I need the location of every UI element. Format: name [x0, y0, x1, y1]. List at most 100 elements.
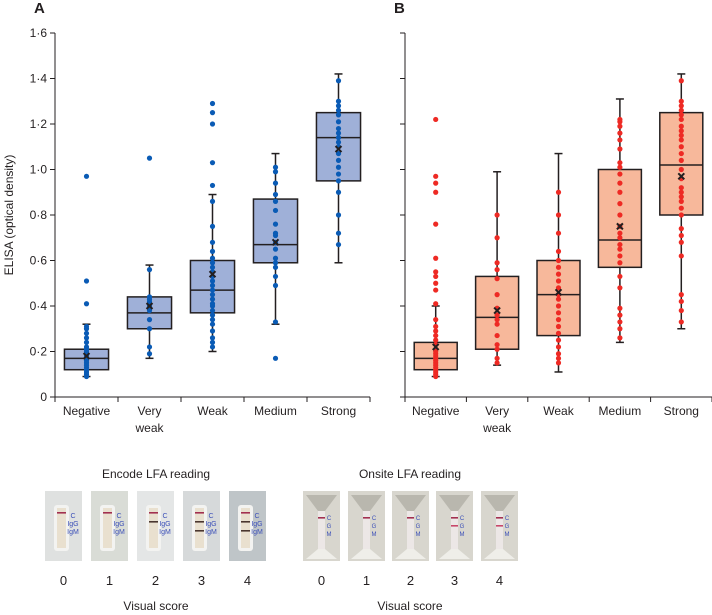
data-point	[617, 241, 623, 248]
lfa-title-a: Encode LFA reading	[102, 467, 210, 481]
data-point	[209, 248, 216, 254]
panel-a-plot: 0 0·2 0·4 0·6 0·8 1·0 1·2 1·4 1·6 Negative Very wea…	[30, 26, 371, 435]
data-point	[335, 130, 342, 136]
data-point	[555, 212, 562, 218]
strip-label: C	[327, 516, 332, 522]
x-tick-label: Weak	[197, 404, 228, 418]
data-point	[83, 278, 90, 284]
data-point	[209, 321, 216, 327]
data-point	[272, 198, 279, 204]
data-point	[555, 271, 562, 277]
box-weak	[536, 152, 581, 373]
window-bevel	[395, 549, 426, 559]
data-point	[433, 180, 439, 186]
strip-label: IgG	[67, 521, 78, 528]
data-point	[335, 112, 342, 118]
data-point	[494, 332, 500, 339]
window-bevel	[439, 549, 470, 559]
strip-label: C	[505, 516, 510, 522]
data-point	[678, 226, 684, 232]
y-tick-label: 0·2	[30, 345, 48, 359]
data-point	[555, 230, 562, 236]
test-line	[407, 517, 414, 519]
strip-label: C	[254, 513, 259, 520]
data-point	[209, 282, 216, 289]
visual-score-tick: 4	[496, 573, 503, 588]
data-point	[555, 323, 562, 330]
data-point	[146, 344, 153, 350]
box-medium	[252, 152, 299, 361]
data-point	[494, 267, 500, 273]
data-point	[209, 198, 216, 204]
strip-label: IgM	[205, 529, 217, 536]
data-point	[494, 235, 500, 241]
data-point	[494, 317, 500, 323]
strip-label: C	[162, 513, 167, 520]
x-tick-label: Strong	[664, 404, 699, 418]
data-point	[209, 328, 216, 334]
mean-marker	[431, 343, 440, 351]
test-line	[103, 512, 112, 514]
test-window	[407, 511, 414, 549]
strip-label: C	[116, 513, 121, 520]
y-tick-label: 1·2	[30, 117, 48, 131]
data-point	[617, 246, 623, 252]
data-point	[617, 335, 623, 341]
data-point	[335, 230, 342, 236]
data-point	[209, 317, 216, 323]
data-point	[555, 337, 562, 343]
window-bevel	[484, 549, 515, 559]
data-point	[209, 307, 216, 314]
strip-label: M	[372, 532, 377, 538]
data-point	[83, 330, 90, 336]
data-point	[617, 319, 623, 325]
data-point	[272, 255, 279, 261]
data-point	[678, 319, 684, 325]
data-point	[494, 355, 500, 361]
strip-label: IgM	[67, 529, 79, 536]
strip-label: IgM	[113, 529, 125, 536]
x-tick-label: weak	[134, 421, 164, 435]
data-point	[678, 103, 684, 109]
mean-marker	[208, 270, 217, 278]
x-tick-label: Very	[485, 404, 509, 418]
data-point	[617, 260, 623, 266]
data-point	[209, 239, 216, 245]
data-point	[433, 173, 439, 179]
data-point	[209, 100, 216, 107]
data-point	[146, 317, 153, 323]
data-point	[335, 212, 342, 218]
data-point	[678, 144, 684, 150]
window-bevel	[484, 495, 515, 511]
data-point	[617, 312, 623, 318]
data-point	[678, 98, 684, 104]
data-point	[335, 119, 342, 125]
test-window	[149, 508, 158, 548]
data-point	[494, 276, 500, 282]
data-point	[272, 319, 279, 325]
data-point	[146, 155, 153, 161]
data-point	[678, 137, 684, 143]
strip-label: G	[416, 524, 421, 530]
box-weak	[189, 100, 236, 353]
data-point	[272, 169, 279, 175]
y-tick-label: 1·0	[30, 163, 48, 177]
data-point	[146, 294, 153, 300]
data-point	[83, 339, 90, 345]
data-point	[617, 171, 623, 177]
test-window	[57, 508, 66, 548]
data-point	[617, 180, 623, 186]
data-point	[678, 78, 684, 84]
window-bevel	[306, 495, 337, 511]
data-point	[678, 253, 684, 259]
data-point	[555, 264, 562, 270]
data-point	[617, 326, 623, 332]
data-point	[433, 337, 439, 343]
y-tick-label: 0·6	[30, 254, 48, 268]
test-line	[241, 512, 250, 514]
x-tick-label: Strong	[321, 404, 356, 418]
data-point	[335, 241, 342, 248]
test-line	[496, 517, 503, 519]
mean-marker	[677, 172, 686, 181]
